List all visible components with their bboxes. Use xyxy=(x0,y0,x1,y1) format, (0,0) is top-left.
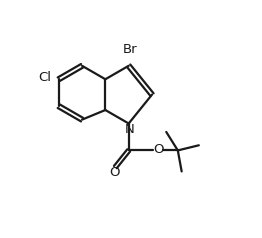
Text: O: O xyxy=(109,166,119,179)
Text: O: O xyxy=(154,143,164,156)
Text: Br: Br xyxy=(123,43,137,56)
Text: Cl: Cl xyxy=(38,71,51,84)
Text: N: N xyxy=(124,123,134,136)
